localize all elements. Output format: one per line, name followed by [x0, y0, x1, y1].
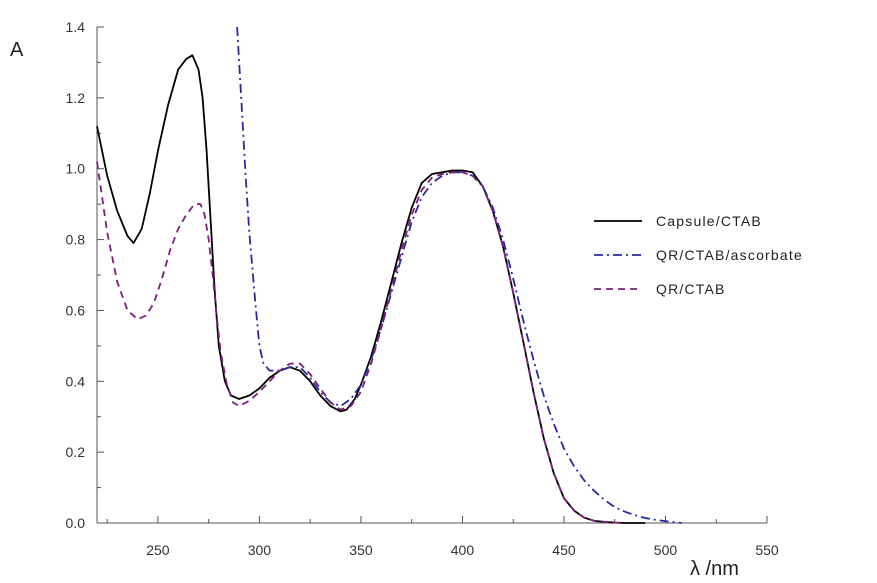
legend-label: QR/CTAB: [656, 281, 726, 297]
y-tick-label: 0.4: [66, 373, 86, 389]
x-tick-label: 350: [349, 542, 373, 558]
axes: [96, 27, 767, 524]
x-tick-label: 550: [755, 542, 779, 558]
x-tick-label: 250: [146, 542, 170, 558]
legend: Capsule/CTAB QR/CTAB/ascorbate QR/CTAB: [594, 213, 803, 297]
series-line-qr-ctab-ascorbate: [236, 26, 682, 524]
legend-label: Capsule/CTAB: [656, 213, 762, 229]
legend-label: QR/CTAB/ascorbate: [656, 247, 803, 263]
tick-labels: 0.0 0.2 0.4 0.6 0.8 1.0 1.2 1.4 250 300 350 400 450 5…: [66, 19, 779, 558]
y-axis-title: A: [10, 39, 24, 61]
y-tick-label: 1.0: [66, 161, 86, 177]
x-tick-label: 450: [552, 542, 576, 558]
y-tick-label: 1.4: [66, 19, 86, 35]
y-tick-label: 0.2: [66, 444, 86, 460]
plot-area: [96, 26, 682, 524]
y-tick-label: 0.6: [66, 302, 86, 318]
x-tick-label: 300: [248, 542, 272, 558]
series-line-qr-ctab: [96, 161, 625, 524]
y-tick-label: 0.8: [66, 232, 86, 248]
x-axis-title: λ /nm: [690, 558, 739, 580]
y-tick-label: 0.0: [66, 515, 86, 531]
x-tick-label: 400: [451, 542, 475, 558]
x-tick-label: 500: [654, 542, 678, 558]
y-tick-label: 1.2: [66, 90, 86, 106]
ticks: [97, 26, 768, 524]
series-line-capsule-ctab: [96, 54, 646, 524]
